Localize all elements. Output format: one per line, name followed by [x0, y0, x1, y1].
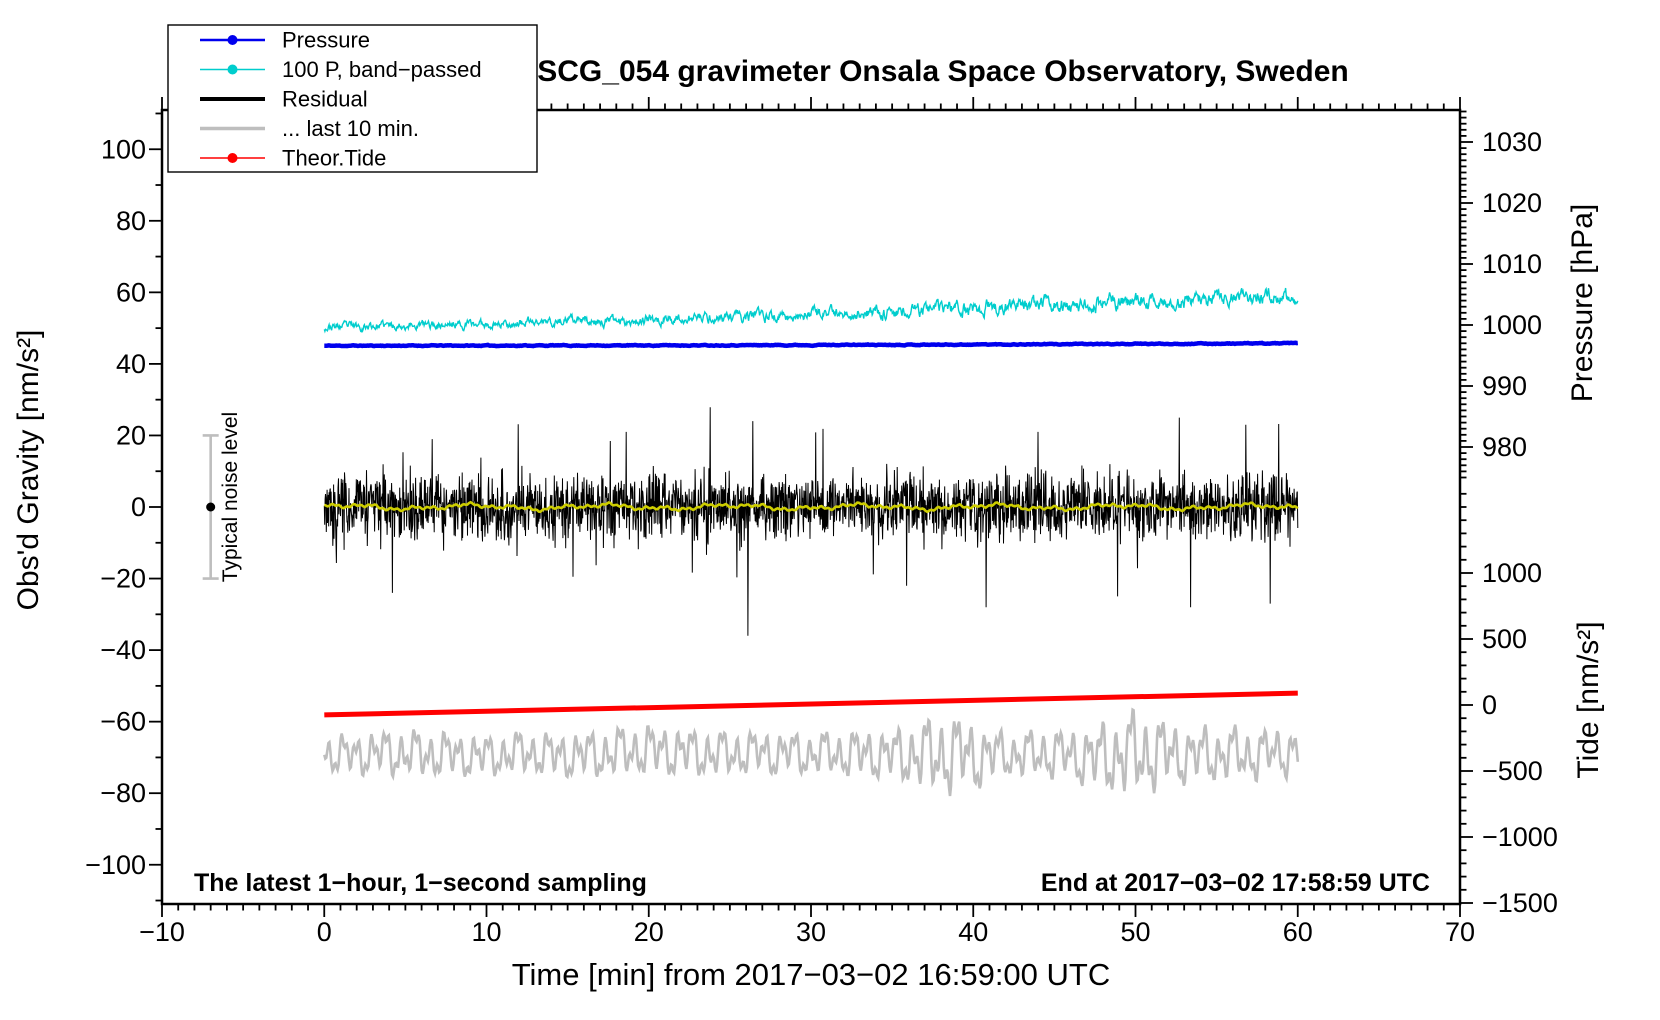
- pressure-tick-label: 1030: [1482, 127, 1542, 157]
- noise-level-errorbar: [202, 434, 219, 580]
- legend-label-last10min: ... last 10 min.: [282, 116, 419, 141]
- theortide-dot-icon: [227, 153, 238, 163]
- noise-level-label: Typical noise level: [219, 412, 242, 582]
- legend-label-residual: Residual: [282, 87, 368, 112]
- x-tick-label: 10: [471, 917, 501, 947]
- gravity-tick-label: 40: [116, 349, 146, 379]
- legend: Pressure 100 P, band−passed Residual ...…: [167, 24, 538, 173]
- end-time-annotation: End at 2017−03−02 17:58:59 UTC: [1041, 869, 1430, 897]
- legend-item-bandpassed: 100 P, band−passed: [200, 57, 482, 82]
- legend-item-residual: Residual: [200, 87, 368, 112]
- gravity-axis-label: Obs'd Gravity [nm/s²]: [12, 330, 45, 611]
- tide-axis-label: Tide [nm/s²]: [1572, 621, 1605, 778]
- pressure-tick-label: 990: [1482, 371, 1527, 401]
- tide-tick-label: −1000: [1482, 822, 1558, 852]
- x-tick-label: −10: [139, 917, 185, 947]
- legend-item-last10min: ... last 10 min.: [200, 116, 419, 141]
- tide-tick-label: −1500: [1482, 888, 1558, 918]
- axis-ticks: −10 0 10 20 30 40 50 60 70−100−80−60−40−20020406…: [85, 97, 1558, 947]
- noise-bar-center-dot: [206, 502, 216, 512]
- tide-tick-label: 0: [1482, 690, 1497, 720]
- gravity-tick-label: −100: [85, 850, 146, 880]
- series-residual_last10min: [323, 707, 1300, 797]
- gravity-tick-label: −80: [100, 778, 146, 808]
- series-bandpassed_pressure_x100: [323, 286, 1299, 334]
- data-series: [323, 286, 1300, 797]
- x-axis-label: Time [min] from 2017−03−02 16:59:00 UTC: [512, 957, 1111, 992]
- series-residual: [323, 407, 1299, 636]
- x-tick-label: 40: [958, 917, 988, 947]
- tide-tick-label: 500: [1482, 624, 1527, 654]
- pressure-tick-label: 1010: [1482, 249, 1542, 279]
- tide-tick-label: −500: [1482, 756, 1543, 786]
- pressure-tick-label: 1020: [1482, 188, 1542, 218]
- bandpassed-dot-icon: [227, 64, 238, 75]
- series-residual_smoothed: [323, 500, 1299, 514]
- gravity-tick-label: −60: [100, 707, 146, 737]
- legend-item-pressure: Pressure: [200, 28, 370, 53]
- gravity-tick-label: 80: [116, 206, 146, 236]
- x-tick-label: 60: [1283, 917, 1313, 947]
- pressure-axis-label: Pressure [hPa]: [1566, 204, 1599, 402]
- pressure-dot-icon: [227, 35, 238, 45]
- legend-label-pressure: Pressure: [282, 28, 370, 53]
- legend-item-theortide: Theor.Tide: [200, 146, 386, 171]
- series-theoretical_tide: [324, 690, 1298, 718]
- x-tick-label: 50: [1120, 917, 1150, 947]
- gravity-tick-label: 20: [116, 420, 146, 450]
- gravity-tick-label: −20: [100, 564, 146, 594]
- x-tick-label: 70: [1445, 917, 1475, 947]
- sampling-annotation: The latest 1−hour, 1−second sampling: [194, 869, 647, 897]
- pressure-tick-label: 1000: [1482, 310, 1542, 340]
- legend-label-bandpassed: 100 P, band−passed: [282, 57, 482, 82]
- gravity-tick-label: 0: [131, 492, 146, 522]
- series-pressure: [324, 340, 1299, 349]
- gravity-tick-label: 100: [101, 134, 146, 164]
- tide-tick-label: 1000: [1482, 558, 1542, 588]
- x-tick-label: 20: [634, 917, 664, 947]
- x-tick-label: 0: [317, 917, 332, 947]
- gravity-tick-label: 60: [116, 277, 146, 307]
- chart-title: SCG_054 gravimeter Onsala Space Observat…: [537, 55, 1349, 88]
- pressure-tick-label: 980: [1482, 432, 1527, 462]
- legend-label-theortide: Theor.Tide: [282, 146, 386, 171]
- gravity-tick-label: −40: [100, 635, 146, 665]
- x-tick-label: 30: [796, 917, 826, 947]
